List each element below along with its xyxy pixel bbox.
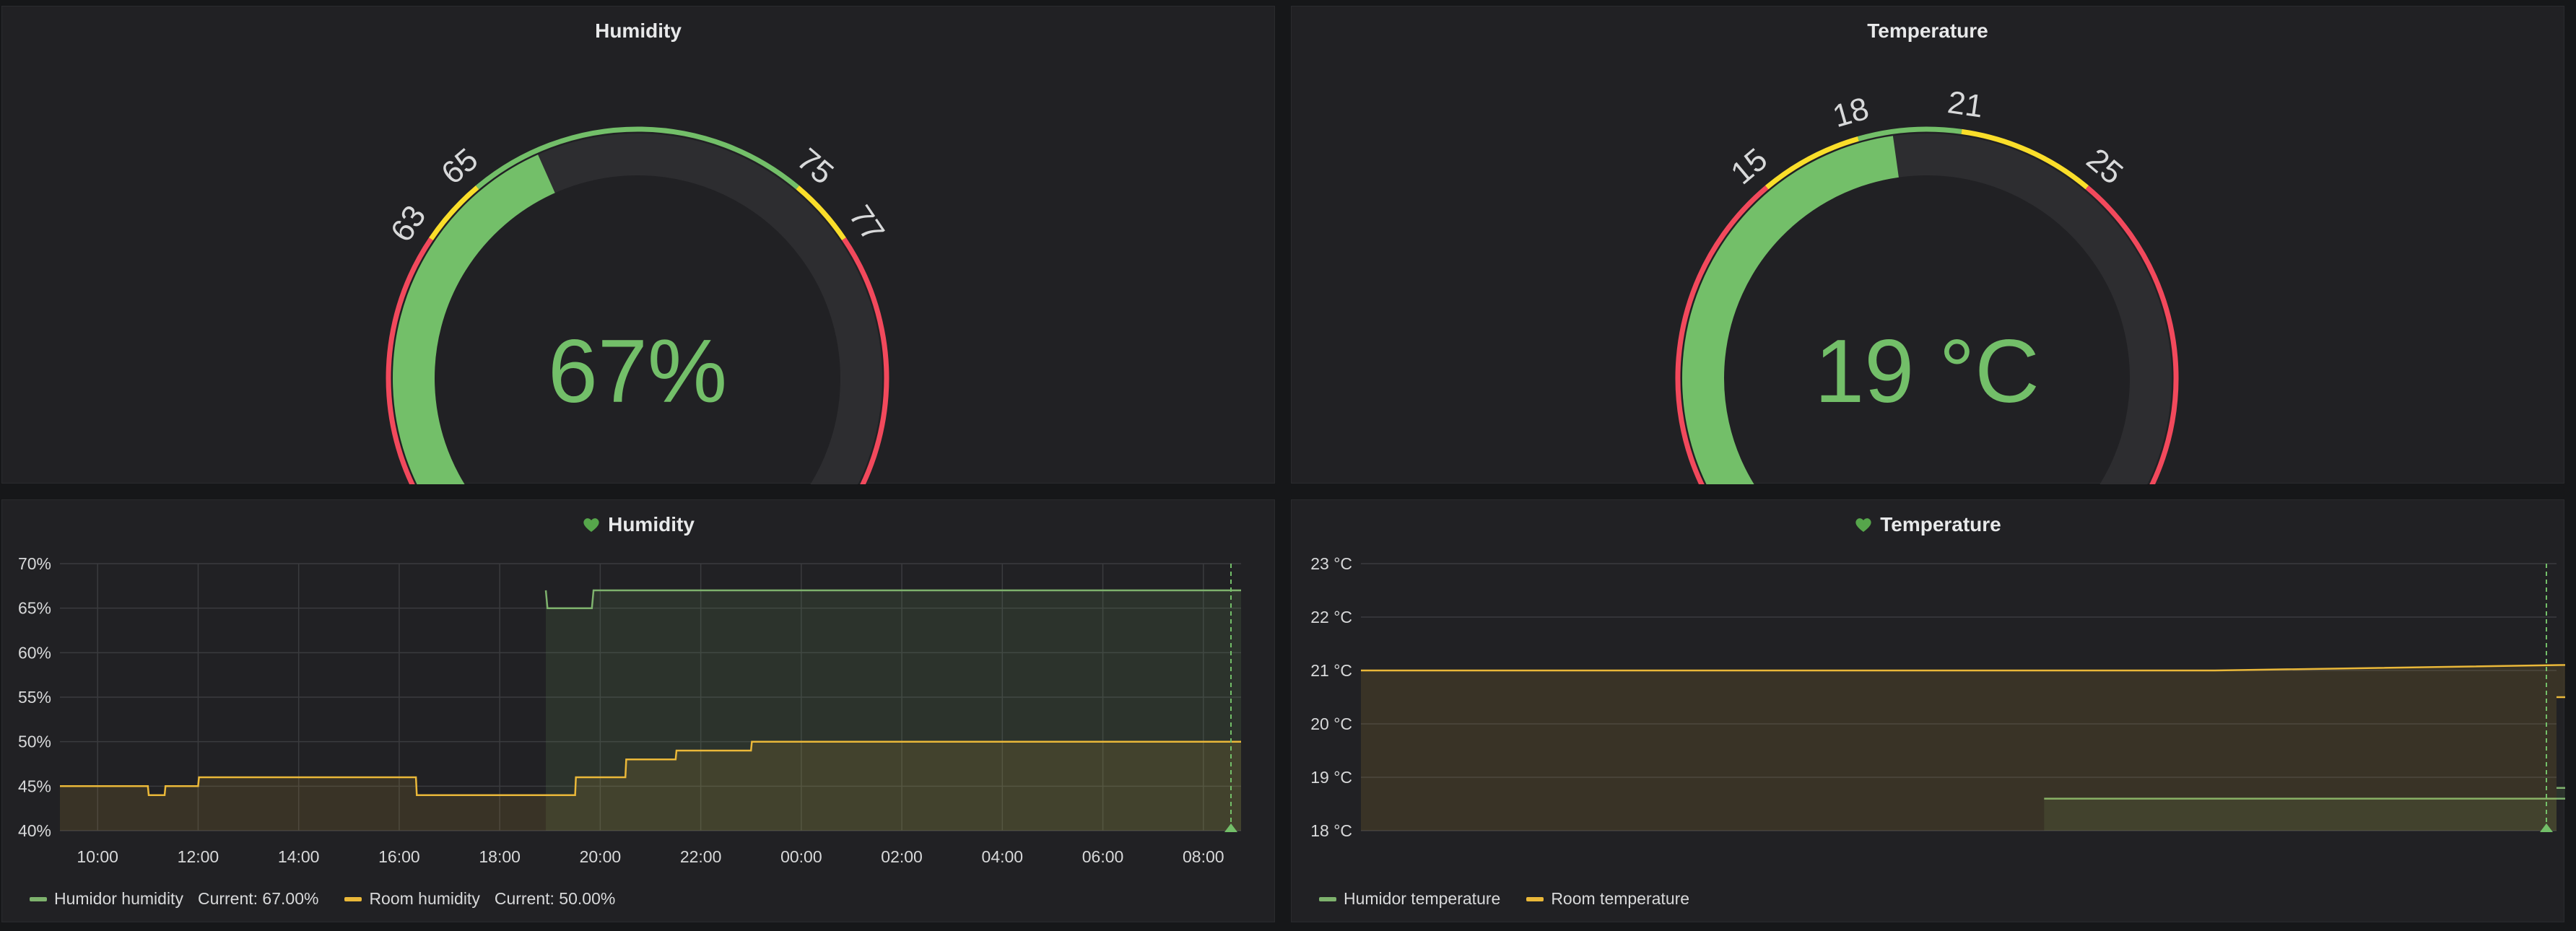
series-area xyxy=(60,741,1241,831)
gauge-tick-label: 65 xyxy=(435,141,484,191)
x-tick-label: 12:00 xyxy=(178,847,219,866)
y-tick-label: 70% xyxy=(18,554,51,573)
gauge-value-text: 67% xyxy=(548,322,727,421)
gauge-tick-label: 77 xyxy=(842,199,891,248)
y-tick-label: 20 °C xyxy=(1310,714,1352,733)
gauge-tick-label: 18 xyxy=(1829,91,1873,135)
y-tick-label: 60% xyxy=(18,643,51,662)
humidity-gauge: 50636575779067% xyxy=(384,126,891,660)
legend-label: Room humidity xyxy=(369,889,480,908)
y-tick-label: 50% xyxy=(18,733,51,751)
y-tick-label: 23 °C xyxy=(1310,554,1352,573)
gauge-tick-label: 25 xyxy=(2080,141,2130,191)
gauge-tick-label: 15 xyxy=(1724,141,1774,191)
gauge-value-bar xyxy=(393,154,568,608)
panel-title[interactable]: Temperature xyxy=(1867,19,1988,42)
x-tick-label: 22:00 xyxy=(680,847,722,866)
x-tick-label: 14:00 xyxy=(278,847,320,866)
y-tick-label: 22 °C xyxy=(1310,608,1352,626)
humidity-graph[interactable]: 40% 45% 50% 55% 60% 65% 70% 10:00 12:00 14:00 16:0… xyxy=(2,500,1276,875)
gauge-threshold-band xyxy=(1765,136,1859,190)
x-tick-label: 10:00 xyxy=(77,847,118,866)
gauge-threshold-band xyxy=(796,185,846,241)
y-tick-label: 19 °C xyxy=(1310,768,1352,787)
legend-swatch xyxy=(1526,896,1544,901)
gauge-tick-label: 75 xyxy=(791,141,840,191)
series-line xyxy=(544,589,1241,609)
legend-label: Room temperature xyxy=(1551,889,1690,908)
graph-panel-temperature: Temperature 18 °C 19 °C 20 °C 21 °C 22 °C 23 … xyxy=(1291,499,2576,922)
legend-item-room[interactable]: Room humidity Current: 50.00% xyxy=(344,889,615,909)
panel-title[interactable]: Humidity xyxy=(2,513,1274,538)
legend-swatch xyxy=(1319,896,1336,901)
panel-title[interactable]: Humidity xyxy=(595,19,682,42)
graph-legend: Humidor temperature Room temperature xyxy=(1319,889,1689,909)
heart-icon xyxy=(1854,515,1873,538)
graph-panel-humidity: Humidity 40% 45% 50% 55% 60% 65% 70% 10:00 12:00… xyxy=(1,499,1275,922)
y-tick-label: 65% xyxy=(18,599,51,618)
gauge-threshold-band xyxy=(429,185,479,241)
temperature-graph[interactable]: 18 °C19 °C20 °C21 °C22 °C23 °C10:0012:00… xyxy=(1292,500,2576,875)
y-tick-label: 40% xyxy=(18,821,51,840)
gauge-tick-label: 21 xyxy=(1946,84,1985,124)
x-tick-label: 04:00 xyxy=(982,847,1024,866)
legend-swatch xyxy=(344,896,362,901)
x-tick-label: 16:00 xyxy=(378,847,420,866)
annotation-marker[interactable] xyxy=(2540,823,2553,832)
y-tick-label: 18 °C xyxy=(1310,821,1352,840)
gauge-threshold-band xyxy=(1857,126,1962,141)
y-tick-label: 21 °C xyxy=(1310,661,1352,680)
gauge-threshold-band xyxy=(1961,128,2089,190)
gauge-tick-label: 63 xyxy=(384,199,433,248)
heart-icon xyxy=(582,515,601,538)
series-area xyxy=(1361,665,2576,831)
series-line xyxy=(60,740,1241,796)
annotation-marker[interactable] xyxy=(1224,823,1237,832)
panel-title[interactable]: Temperature xyxy=(1292,513,2564,538)
gauge-value-bar xyxy=(1682,136,1899,608)
x-tick-label: 08:00 xyxy=(1183,847,1224,866)
legend-current: Current: 50.00% xyxy=(494,889,616,908)
legend-item-humidor[interactable]: Humidor temperature xyxy=(1319,889,1500,909)
x-tick-label: 02:00 xyxy=(881,847,923,866)
x-tick-label: 06:00 xyxy=(1082,847,1124,866)
x-tick-label: 00:00 xyxy=(780,847,822,866)
x-tick-label: 20:00 xyxy=(580,847,622,866)
x-tick-label: 18:00 xyxy=(479,847,521,866)
panel-title-text: Humidity xyxy=(608,513,695,536)
graph-legend: Humidor humidity Current: 67.00% Room hu… xyxy=(30,889,615,909)
legend-label: Humidor humidity xyxy=(54,889,183,908)
y-tick-label: 55% xyxy=(18,688,51,707)
gauge-panel-temperature: Temperature 0151821254019 °C xyxy=(1291,6,2564,660)
gauge-panel-humidity: Humidity 50636575779067% xyxy=(1,6,1275,660)
gauge-threshold-band xyxy=(475,126,800,190)
series-area xyxy=(546,590,1241,831)
legend-swatch xyxy=(30,896,47,901)
y-tick-label: 45% xyxy=(18,777,51,795)
legend-item-humidor[interactable]: Humidor humidity Current: 67.00% xyxy=(30,889,318,909)
panel-title-text: Temperature xyxy=(1880,513,2001,536)
gauge-value-text: 19 °C xyxy=(1814,322,2040,421)
legend-current: Current: 67.00% xyxy=(197,889,319,908)
legend-label: Humidor temperature xyxy=(1344,889,1501,908)
temperature-gauge: 0151821254019 °C xyxy=(1675,84,2179,660)
legend-item-room[interactable]: Room temperature xyxy=(1526,889,1689,909)
